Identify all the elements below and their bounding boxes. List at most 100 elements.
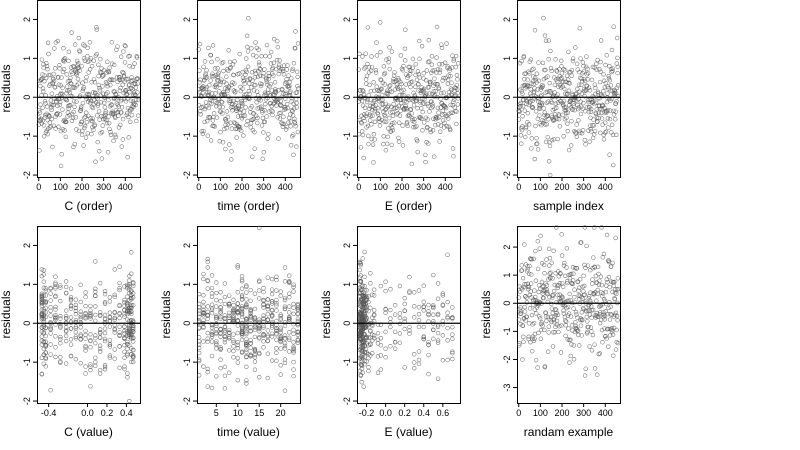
data-point [293, 124, 298, 129]
data-point [440, 322, 446, 327]
data-point [245, 64, 251, 69]
data-point [224, 125, 229, 131]
data-point [573, 45, 578, 50]
data-point [435, 296, 441, 302]
data-point [201, 313, 206, 318]
data-point [605, 91, 610, 96]
data-point [396, 76, 401, 81]
data-point [380, 101, 386, 107]
data-point [88, 367, 93, 373]
data-point [542, 33, 548, 38]
data-point [590, 332, 596, 338]
data-point [200, 86, 205, 91]
data-point [526, 122, 532, 127]
data-point [557, 281, 563, 286]
data-point [549, 319, 554, 325]
data-point [78, 282, 83, 288]
data-point [122, 297, 127, 303]
data-point [257, 73, 263, 79]
data-point [196, 311, 202, 317]
data-point [231, 297, 236, 303]
data-point [563, 323, 568, 328]
data-point [102, 326, 108, 331]
data-point [366, 355, 371, 361]
data-point [239, 128, 244, 134]
data-point [218, 314, 223, 320]
data-point [405, 123, 410, 129]
data-point [585, 105, 590, 110]
data-point [416, 288, 422, 293]
data-point [412, 351, 417, 357]
data-point [82, 115, 87, 120]
data-point [583, 142, 588, 147]
data-point [252, 334, 258, 340]
data-point [239, 103, 245, 108]
data-point [423, 78, 429, 83]
data-point [564, 110, 569, 116]
data-point [603, 80, 608, 86]
data-point [382, 70, 388, 76]
data-point [400, 123, 405, 128]
data-point [526, 286, 531, 292]
y-tick-label: -2 [22, 397, 32, 405]
data-point [448, 102, 453, 108]
data-point [282, 295, 288, 301]
data-point [431, 319, 436, 324]
data-point [372, 119, 378, 125]
data-point [437, 61, 442, 67]
data-point [129, 309, 134, 314]
data-point [53, 284, 58, 290]
data-point [572, 294, 577, 300]
data-point [564, 73, 570, 78]
data-point [381, 141, 386, 147]
data-point [433, 122, 438, 128]
data-point [382, 113, 388, 119]
data-point [454, 72, 460, 78]
data-point [127, 53, 133, 59]
data-point [579, 333, 584, 338]
data-point [118, 122, 123, 128]
data-point [548, 66, 554, 71]
data-point [434, 55, 439, 60]
data-point [581, 100, 586, 106]
data-point [519, 89, 524, 94]
data-point [102, 364, 108, 370]
data-point [533, 109, 539, 114]
data-point [113, 134, 118, 140]
data-point [88, 308, 93, 313]
data-point [41, 339, 46, 344]
data-point [610, 88, 615, 93]
data-point [436, 122, 441, 127]
y-tick-label: 1 [342, 56, 352, 61]
data-point [82, 123, 88, 129]
data-point [78, 360, 83, 366]
data-point [222, 386, 228, 391]
data-point [597, 312, 602, 317]
data-point [67, 103, 73, 108]
data-point [614, 339, 619, 345]
data-point [287, 79, 292, 85]
data-point [210, 43, 216, 48]
data-point [295, 340, 301, 345]
data-point [547, 295, 552, 300]
data-point [547, 263, 552, 268]
data-point [360, 129, 365, 134]
plot-frame [197, 0, 301, 178]
data-point [610, 66, 616, 71]
data-point [278, 98, 284, 104]
data-point [244, 290, 249, 295]
data-point [565, 128, 570, 134]
data-point [603, 62, 608, 68]
data-point [531, 66, 536, 72]
y-tick-label: -1 [182, 358, 192, 366]
data-point [456, 61, 461, 66]
data-point [122, 355, 127, 360]
data-point [289, 95, 294, 101]
data-point [248, 287, 253, 293]
data-point [378, 353, 384, 358]
data-point [560, 295, 565, 300]
data-point [69, 81, 74, 87]
data-point [274, 57, 280, 63]
data-point [41, 123, 47, 128]
data-point [287, 335, 292, 341]
